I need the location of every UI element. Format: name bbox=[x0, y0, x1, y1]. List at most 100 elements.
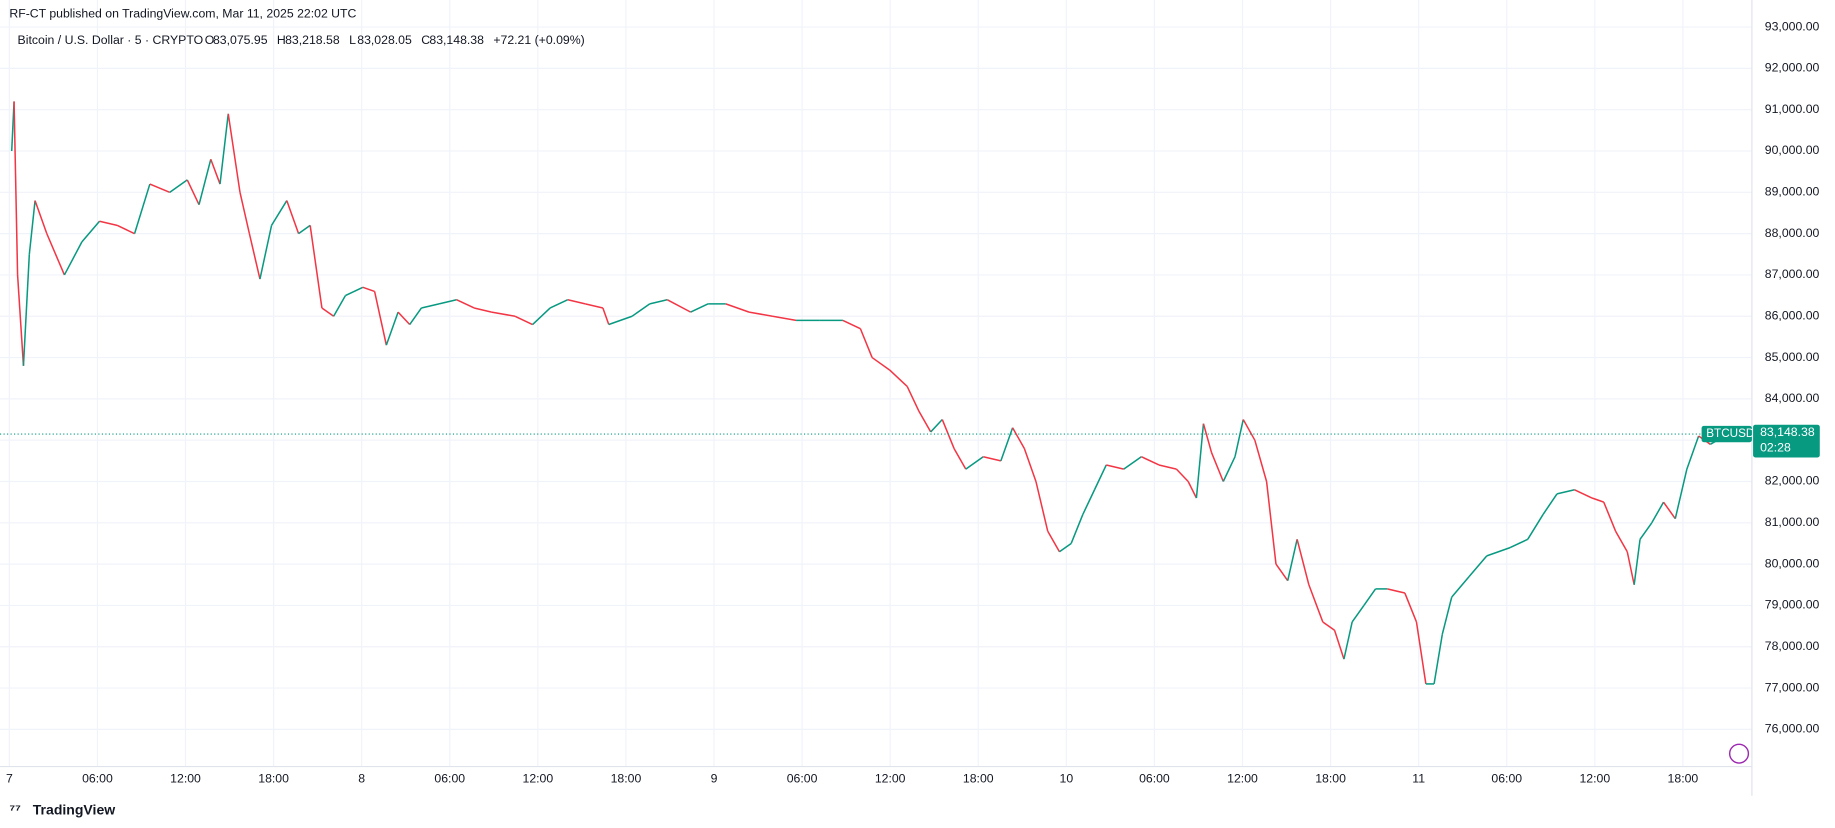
price-segment bbox=[1047, 530, 1061, 553]
price-segment bbox=[169, 179, 188, 193]
price-segment bbox=[186, 179, 200, 206]
price-segment bbox=[608, 315, 633, 326]
price-segment bbox=[965, 456, 984, 470]
price-segment bbox=[309, 225, 323, 309]
ohlc-key: H bbox=[277, 33, 286, 47]
price-segment bbox=[1023, 448, 1037, 482]
price-segment bbox=[1286, 539, 1298, 581]
y-tick-label: 79,000.00 bbox=[1765, 598, 1820, 612]
price-segment bbox=[602, 307, 610, 325]
price-segment bbox=[270, 200, 288, 226]
price-segment bbox=[332, 295, 347, 317]
x-tick-label: 12:00 bbox=[1579, 772, 1610, 786]
ohlc-value: 83,075.95 bbox=[213, 33, 268, 47]
price-segment bbox=[1686, 435, 1700, 470]
price-segment bbox=[631, 303, 651, 317]
y-tick-label: 80,000.00 bbox=[1765, 556, 1820, 570]
price-tag-label: 83,148.38 bbox=[1760, 425, 1815, 439]
price-segment bbox=[456, 299, 475, 309]
price-segment bbox=[1195, 423, 1205, 499]
y-tick-label: 89,000.00 bbox=[1765, 185, 1820, 199]
price-segment bbox=[514, 315, 533, 326]
price-segment bbox=[1082, 489, 1096, 515]
price-segment bbox=[22, 254, 31, 366]
price-segment bbox=[1614, 530, 1628, 553]
price-segment bbox=[409, 307, 423, 325]
price-segment bbox=[918, 410, 932, 433]
y-tick-label: 84,000.00 bbox=[1765, 391, 1820, 405]
price-segment bbox=[473, 307, 492, 313]
price-segment bbox=[421, 303, 440, 309]
price-tag bbox=[1753, 424, 1820, 458]
price-segment bbox=[842, 319, 861, 330]
price-segment bbox=[772, 315, 797, 322]
ohlc-value: 83,148.38 bbox=[429, 33, 484, 47]
price-segment bbox=[81, 220, 101, 243]
price-segment bbox=[1123, 456, 1142, 470]
change: +72.21 (+0.09%) bbox=[493, 33, 584, 47]
price-segment bbox=[219, 113, 230, 185]
price-segment bbox=[1035, 481, 1049, 532]
price-segment bbox=[1509, 538, 1529, 549]
price-segment bbox=[13, 101, 19, 275]
price-segment bbox=[1591, 497, 1605, 503]
price-segment bbox=[748, 311, 773, 317]
price-segment bbox=[1322, 621, 1335, 631]
x-tick-label: 8 bbox=[358, 772, 365, 786]
replay-icon[interactable] bbox=[1728, 743, 1750, 764]
price-segment bbox=[1433, 634, 1444, 685]
price-segment bbox=[397, 311, 411, 326]
price-segment bbox=[362, 286, 375, 293]
y-tick-label: 76,000.00 bbox=[1765, 722, 1820, 736]
price-segment bbox=[491, 311, 516, 317]
price-segment bbox=[1296, 539, 1310, 585]
price-segment bbox=[1674, 468, 1688, 519]
price-segment bbox=[725, 303, 750, 313]
y-tick-label: 91,000.00 bbox=[1765, 102, 1820, 116]
price-segment bbox=[1254, 439, 1268, 482]
price-segment bbox=[1011, 427, 1026, 449]
brand-logo: ⁷⁷ bbox=[9, 802, 21, 818]
y-tick-label: 88,000.00 bbox=[1765, 226, 1820, 240]
price-segment bbox=[871, 356, 891, 371]
price-segment bbox=[1308, 584, 1324, 623]
price-segment bbox=[1603, 501, 1617, 532]
price-segment bbox=[906, 386, 920, 412]
price-segment bbox=[345, 286, 364, 297]
price-segment bbox=[953, 448, 967, 470]
x-tick-label: 06:00 bbox=[434, 772, 465, 786]
price-segment bbox=[1141, 456, 1160, 466]
price-segment bbox=[1242, 419, 1256, 441]
price-segment bbox=[133, 183, 151, 234]
price-segment bbox=[198, 159, 212, 205]
ohlc-value: 83,218.58 bbox=[285, 33, 340, 47]
x-tick-label: 12:00 bbox=[1227, 772, 1258, 786]
x-tick-label: 18:00 bbox=[1668, 772, 1699, 786]
price-segment bbox=[28, 200, 36, 255]
x-tick-label: 7 bbox=[6, 772, 13, 786]
price-segment bbox=[16, 274, 25, 366]
x-tick-label: 18:00 bbox=[963, 772, 994, 786]
ohlc-key: L bbox=[349, 33, 356, 47]
price-segment bbox=[385, 311, 399, 346]
x-tick-label: 06:00 bbox=[1491, 772, 1522, 786]
x-tick-label: 12:00 bbox=[875, 772, 906, 786]
price-segment bbox=[63, 241, 83, 276]
x-tick-label: 06:00 bbox=[82, 772, 113, 786]
price-segment bbox=[1351, 604, 1365, 623]
price-segment bbox=[983, 455, 1002, 462]
ticker-tag bbox=[1701, 425, 1752, 443]
price-segment bbox=[239, 192, 251, 234]
x-tick-label: 18:00 bbox=[258, 772, 289, 786]
price-segment bbox=[227, 113, 241, 193]
y-tick-label: 92,000.00 bbox=[1765, 61, 1820, 75]
y-tick-label: 87,000.00 bbox=[1765, 267, 1820, 281]
price-segment bbox=[1210, 452, 1224, 482]
price-segment bbox=[321, 307, 335, 317]
price-segment bbox=[1158, 464, 1177, 470]
price-segment bbox=[1059, 542, 1072, 553]
price-segment bbox=[1556, 489, 1575, 495]
price-segment bbox=[1106, 464, 1124, 470]
